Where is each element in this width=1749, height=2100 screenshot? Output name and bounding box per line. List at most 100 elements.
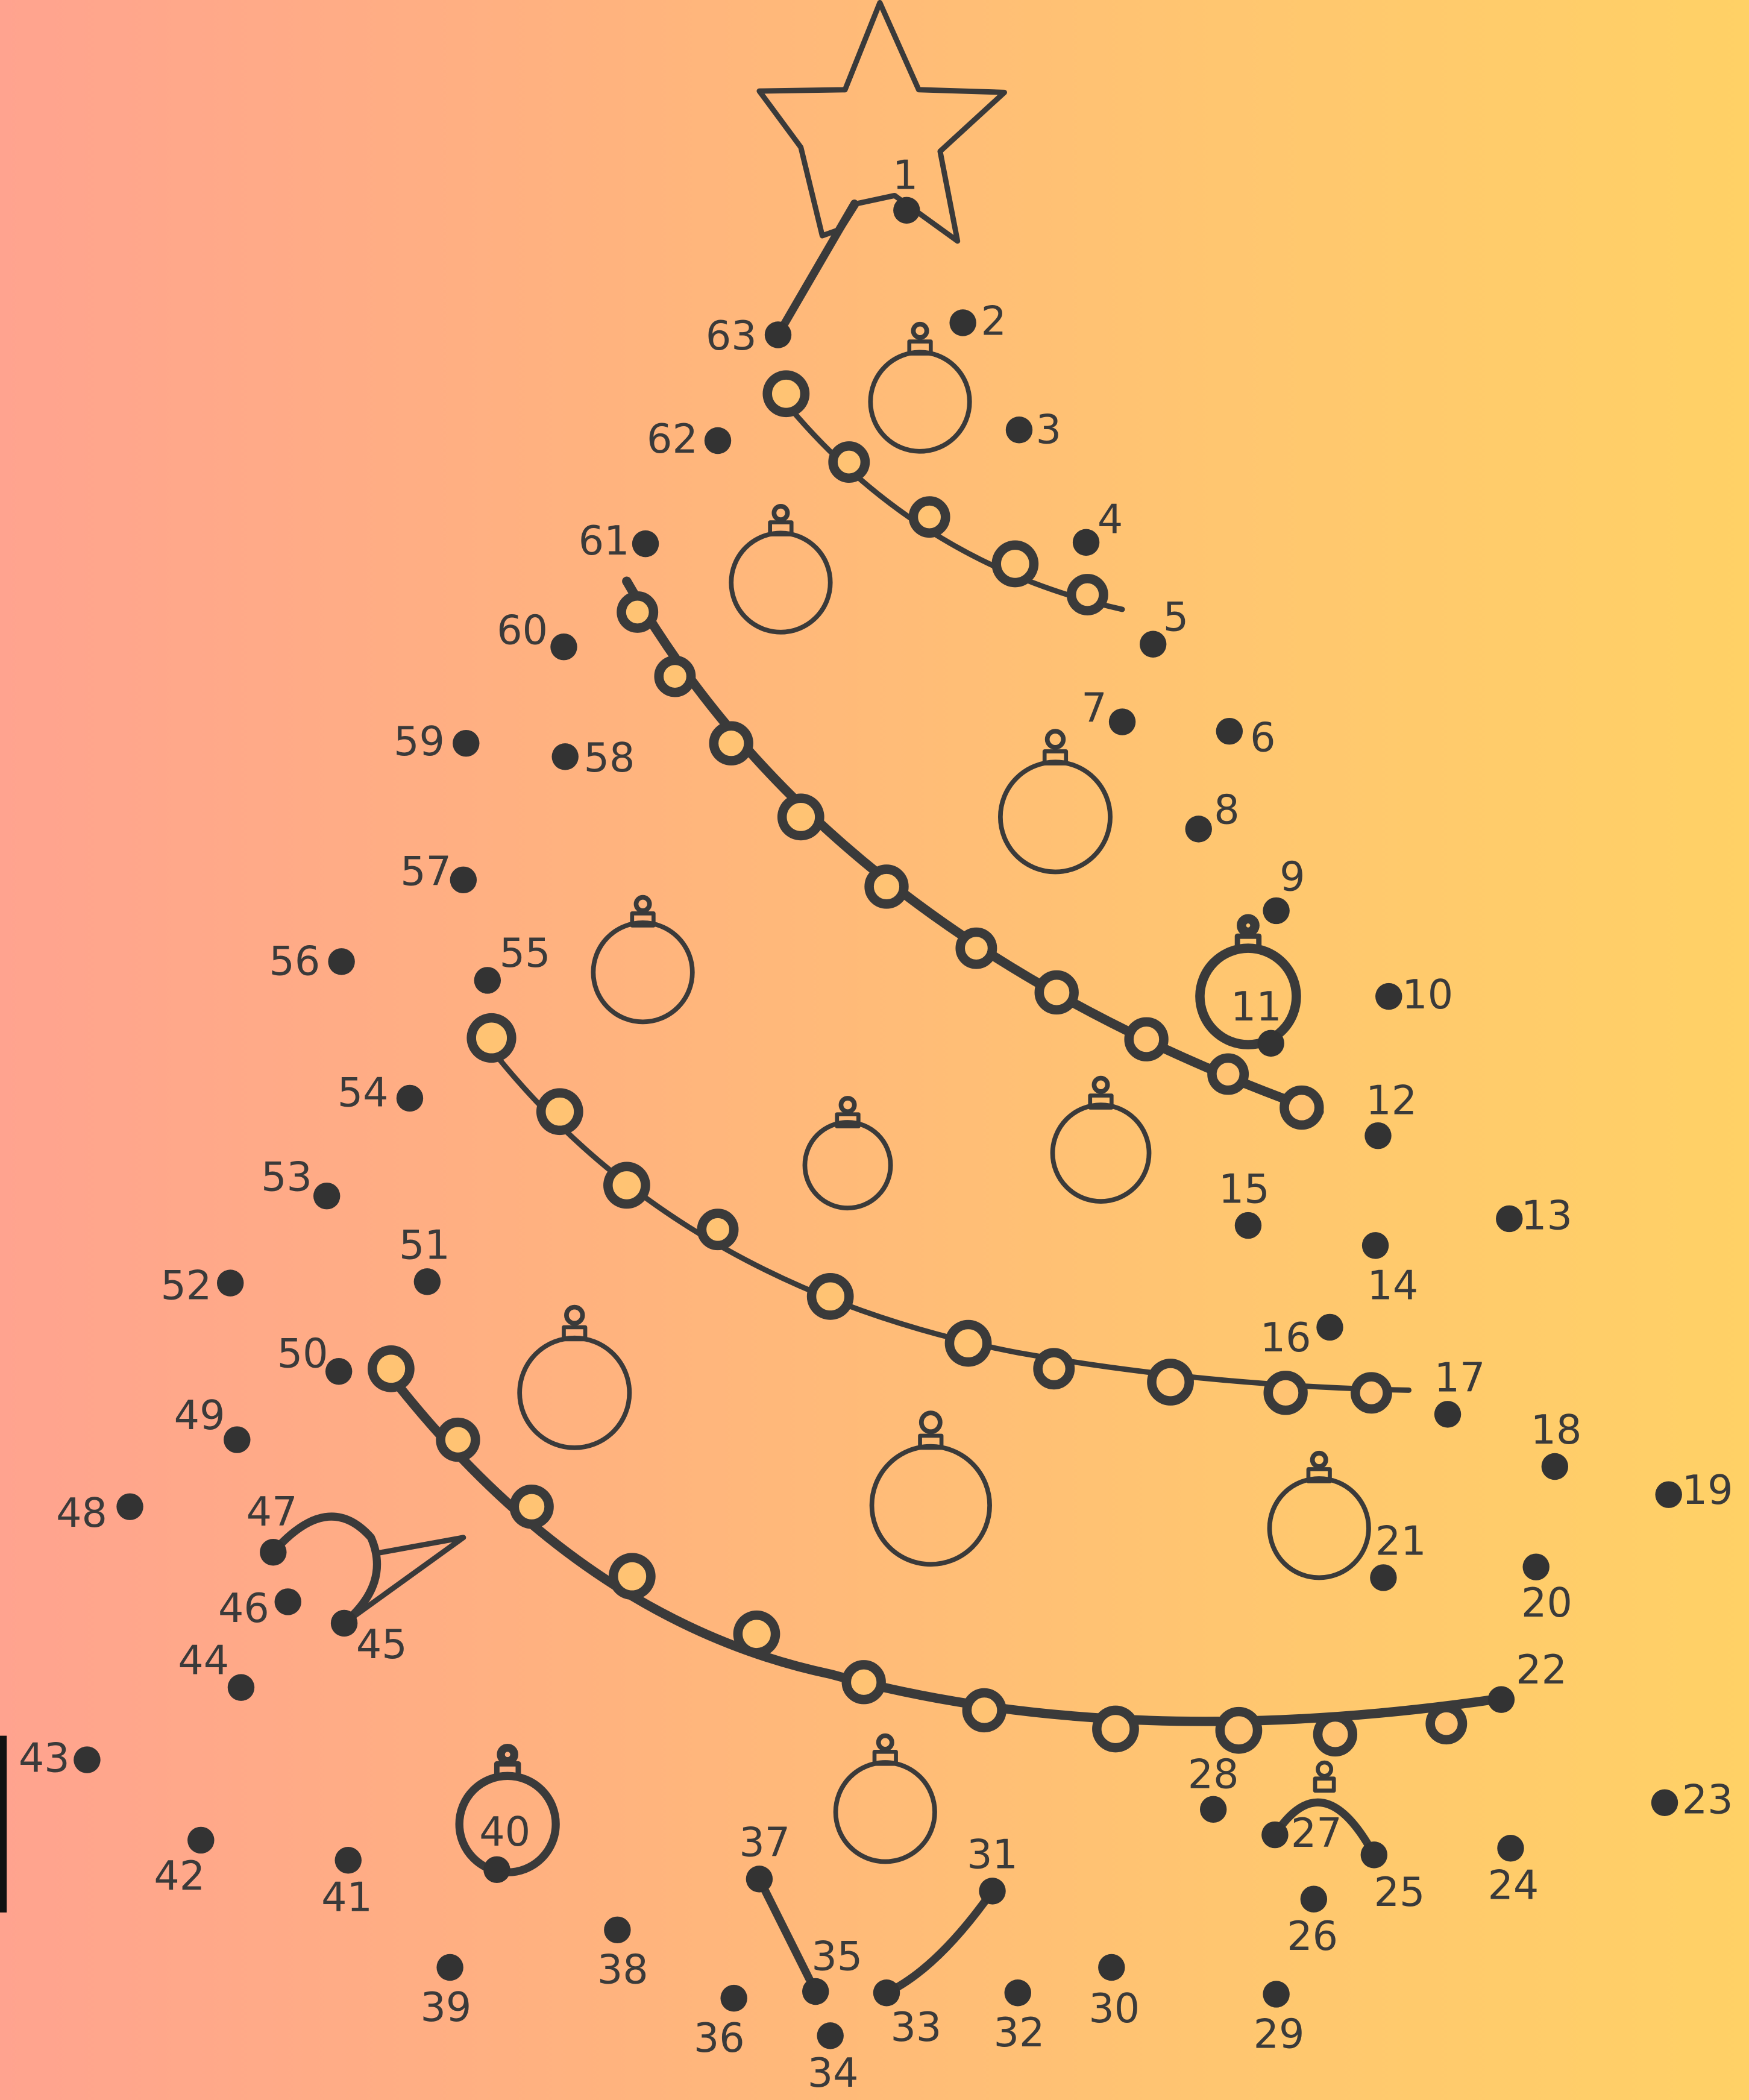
dot-62[interactable]: 62 xyxy=(647,415,732,462)
dot-25-marker[interactable] xyxy=(1360,1841,1388,1869)
dot-63[interactable]: 63 xyxy=(706,312,792,359)
dot-35-marker[interactable] xyxy=(802,1978,829,2005)
dot-25[interactable]: 25 xyxy=(1360,1841,1425,1916)
dot-41[interactable]: 41 xyxy=(321,1847,372,1921)
dot-51-marker[interactable] xyxy=(413,1268,441,1295)
dot-31-marker[interactable] xyxy=(979,1878,1006,1905)
dot-9-marker[interactable] xyxy=(1263,897,1290,925)
dot-1-marker[interactable] xyxy=(893,196,920,224)
dot-2-marker[interactable] xyxy=(949,309,976,336)
dot-12[interactable]: 12 xyxy=(1364,1077,1417,1149)
dot-22-marker[interactable] xyxy=(1487,1686,1515,1713)
dot-40-marker[interactable] xyxy=(483,1856,510,1884)
dot-63-marker[interactable] xyxy=(764,321,792,348)
dot-56[interactable]: 56 xyxy=(269,938,355,985)
dot-53[interactable]: 53 xyxy=(261,1153,341,1210)
dot-27-marker[interactable] xyxy=(1261,1821,1289,1849)
dot-52[interactable]: 52 xyxy=(160,1262,244,1309)
dot-3-marker[interactable] xyxy=(1005,417,1033,444)
dot-54-marker[interactable] xyxy=(396,1084,424,1112)
dot-33-marker[interactable] xyxy=(873,1979,900,2007)
dot-32-marker[interactable] xyxy=(1004,1979,1031,2007)
dot-43[interactable]: 43 xyxy=(19,1735,101,1782)
dot-6[interactable]: 6 xyxy=(1216,714,1276,761)
dot-55[interactable]: 55 xyxy=(474,929,551,994)
dot-13[interactable]: 13 xyxy=(1496,1192,1572,1239)
dot-48[interactable]: 48 xyxy=(56,1489,143,1536)
dot-48-marker[interactable] xyxy=(116,1493,143,1520)
dot-16-marker[interactable] xyxy=(1316,1313,1343,1341)
dot-60-marker[interactable] xyxy=(550,633,577,661)
dot-17[interactable]: 17 xyxy=(1434,1354,1486,1428)
dot-34[interactable]: 34 xyxy=(808,2022,859,2096)
dot-13-marker[interactable] xyxy=(1496,1205,1523,1233)
dot-56-marker[interactable] xyxy=(328,948,355,975)
dot-31[interactable]: 31 xyxy=(967,1831,1018,1905)
dot-39[interactable]: 39 xyxy=(421,1954,472,2031)
dot-57-marker[interactable] xyxy=(450,866,477,894)
dot-54[interactable]: 54 xyxy=(338,1069,424,1116)
dot-32[interactable]: 32 xyxy=(994,1979,1045,2056)
dot-46[interactable]: 46 xyxy=(218,1585,301,1632)
dot-22[interactable]: 22 xyxy=(1487,1646,1567,1713)
dot-55-marker[interactable] xyxy=(474,967,501,994)
dot-49[interactable]: 49 xyxy=(174,1392,251,1453)
dot-29-marker[interactable] xyxy=(1263,1981,1290,2008)
dot-39-marker[interactable] xyxy=(436,1954,463,1981)
dot-23[interactable]: 23 xyxy=(1651,1776,1733,1823)
dot-21-marker[interactable] xyxy=(1370,1564,1397,1591)
dot-58-marker[interactable] xyxy=(551,743,579,770)
dot-15[interactable]: 15 xyxy=(1219,1165,1270,1239)
dot-37-marker[interactable] xyxy=(746,1866,773,1893)
dot-53-marker[interactable] xyxy=(313,1182,341,1210)
dot-8[interactable]: 8 xyxy=(1185,786,1240,843)
dot-6-marker[interactable] xyxy=(1216,717,1243,745)
dot-51[interactable]: 51 xyxy=(399,1222,450,1295)
dot-5[interactable]: 5 xyxy=(1139,594,1189,658)
dot-18[interactable]: 18 xyxy=(1531,1406,1582,1480)
dot-1[interactable]: 1 xyxy=(893,151,920,224)
dot-44[interactable]: 44 xyxy=(178,1636,255,1701)
dot-60[interactable]: 60 xyxy=(497,607,577,661)
dot-7-marker[interactable] xyxy=(1108,708,1136,735)
dot-38-marker[interactable] xyxy=(604,1916,631,1944)
dot-10-marker[interactable] xyxy=(1375,982,1402,1010)
dot-41-marker[interactable] xyxy=(334,1847,362,1874)
dot-47-marker[interactable] xyxy=(260,1539,287,1566)
dot-7[interactable]: 7 xyxy=(1081,685,1136,735)
dot-33[interactable]: 33 xyxy=(873,1979,942,2051)
dot-24-marker[interactable] xyxy=(1497,1835,1524,1862)
dot-52-marker[interactable] xyxy=(216,1269,244,1297)
dot-40[interactable]: 40 xyxy=(479,1808,530,1884)
dot-15-marker[interactable] xyxy=(1234,1212,1262,1239)
dot-30[interactable]: 30 xyxy=(1088,1954,1140,2032)
dot-10[interactable]: 10 xyxy=(1375,971,1453,1018)
dot-59[interactable]: 59 xyxy=(394,718,480,765)
dot-29[interactable]: 29 xyxy=(1254,1981,1305,2057)
dot-59-marker[interactable] xyxy=(453,729,480,757)
dot-50[interactable]: 50 xyxy=(277,1330,353,1385)
dot-43-marker[interactable] xyxy=(74,1746,101,1773)
dot-9[interactable]: 9 xyxy=(1263,854,1305,925)
dot-4-marker[interactable] xyxy=(1072,529,1100,556)
dot-18-marker[interactable] xyxy=(1541,1453,1569,1480)
dot-19[interactable]: 19 xyxy=(1655,1467,1733,1514)
dot-14[interactable]: 14 xyxy=(1361,1232,1419,1309)
dot-12-marker[interactable] xyxy=(1364,1122,1392,1149)
dot-46-marker[interactable] xyxy=(274,1588,301,1615)
dot-45[interactable]: 45 xyxy=(330,1609,407,1668)
dot-58[interactable]: 58 xyxy=(551,734,635,781)
dot-21[interactable]: 21 xyxy=(1370,1518,1427,1591)
dot-47[interactable]: 47 xyxy=(246,1488,298,1566)
dot-61-marker[interactable] xyxy=(632,530,659,558)
dot-62-marker[interactable] xyxy=(704,427,732,454)
dot-50-marker[interactable] xyxy=(325,1358,353,1385)
dot-42[interactable]: 42 xyxy=(154,1826,215,1899)
dot-45-marker[interactable] xyxy=(330,1609,358,1637)
dot-23-marker[interactable] xyxy=(1651,1789,1678,1816)
dot-8-marker[interactable] xyxy=(1185,816,1212,843)
dot-5-marker[interactable] xyxy=(1139,630,1167,658)
dot-26-marker[interactable] xyxy=(1300,1885,1328,1913)
dot-37[interactable]: 37 xyxy=(739,1819,790,1893)
dot-49-marker[interactable] xyxy=(224,1426,251,1453)
